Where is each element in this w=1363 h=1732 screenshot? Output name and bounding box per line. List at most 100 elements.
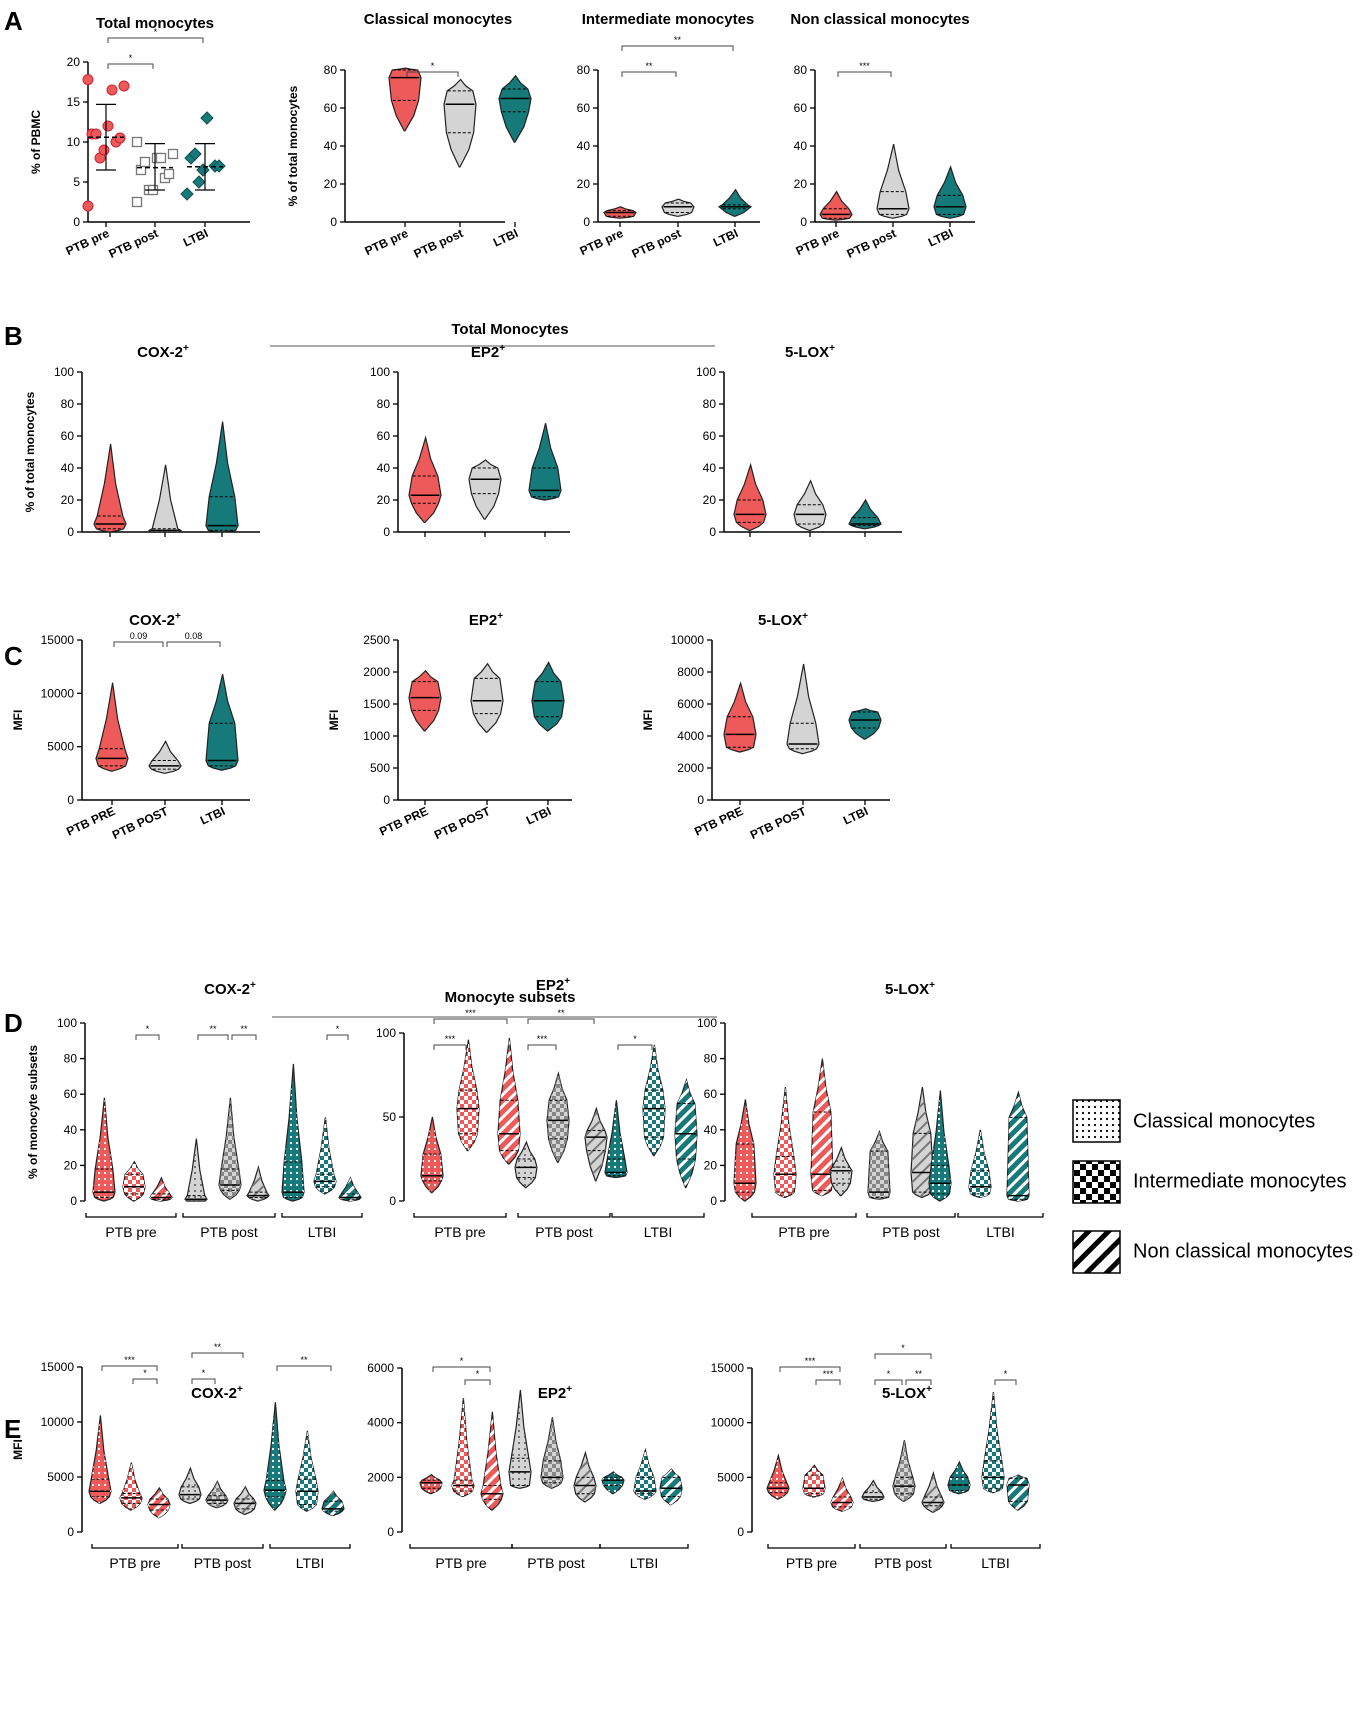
significance-bracket	[621, 45, 734, 51]
y-axis-label: MFI	[11, 1439, 25, 1460]
y-tick-label: 20	[324, 177, 338, 191]
significance-label: *	[633, 1034, 637, 1044]
chart-title-superscript: +	[250, 980, 256, 991]
group-label: LTBI	[644, 1224, 673, 1240]
chart-title: Classical monocytes	[364, 11, 512, 28]
y-tick-label: 100	[57, 1016, 77, 1030]
y-tick-label: 20	[67, 55, 81, 69]
chart-title: EP2+	[469, 611, 503, 629]
chart-title-superscript: +	[237, 1384, 243, 1395]
group-label: LTBI	[296, 1555, 325, 1571]
violin	[528, 423, 562, 501]
significance-label: ***	[445, 1034, 456, 1044]
group-bracket	[511, 1544, 601, 1549]
significance-label: **	[557, 1008, 565, 1018]
violin	[388, 67, 422, 132]
panel-label-a: A	[4, 6, 23, 36]
significance-label: **	[645, 61, 653, 71]
group-label: PTB post	[874, 1555, 932, 1571]
group-bracket	[409, 1544, 513, 1549]
data-point	[155, 152, 167, 164]
y-tick-label: 2000	[367, 1470, 394, 1484]
y-tick-label: 60	[704, 1087, 718, 1101]
y-tick-label: 20	[577, 177, 591, 191]
y-tick-label: 15000	[41, 633, 75, 647]
chart-title: 5-LOX+	[882, 1384, 932, 1402]
violin-pattern	[948, 1462, 970, 1494]
x-tick-label: LTBI	[524, 804, 553, 828]
legend-item-nonclassical: Non classical monocytes	[1072, 1230, 1353, 1274]
group-bracket	[91, 1544, 179, 1549]
y-tick-label: 20	[64, 1158, 78, 1172]
chart-a3: Intermediate monocytes 0 20 40 60 80 PTB pre PT…	[577, 11, 760, 261]
significance-label: **	[209, 1024, 217, 1034]
y-tick-label: 20	[794, 177, 808, 191]
y-tick-label: 60	[64, 1087, 78, 1101]
y-tick-label: 40	[377, 461, 391, 475]
violin-pattern	[234, 1486, 256, 1515]
violin-pattern	[922, 1473, 944, 1513]
legend: Classical monocytes Intermediate monocyt…	[1072, 1099, 1353, 1274]
significance-bracket	[905, 1379, 932, 1385]
significance-label: **	[214, 1342, 222, 1352]
group-label: PTB pre	[786, 1555, 838, 1571]
violin	[531, 661, 565, 732]
chart-title-superscript: +	[802, 611, 808, 622]
significance-bracket	[432, 1366, 491, 1372]
x-tick-label: PTB pre	[578, 226, 626, 258]
y-tick-label: 80	[61, 397, 75, 411]
y-tick-label: 0	[389, 1194, 396, 1208]
violin-pattern	[150, 1177, 172, 1201]
data-point	[196, 163, 210, 177]
significance-bracket	[527, 1018, 595, 1024]
violin-pattern	[314, 1117, 336, 1194]
violin	[205, 673, 239, 771]
data-point	[139, 156, 151, 168]
group-bracket	[85, 1213, 177, 1218]
y-axis-label: % of total monocytes	[286, 85, 300, 206]
group-label: LTBI	[986, 1224, 1015, 1240]
legend-label-intermediate: Intermediate monocytes	[1133, 1170, 1346, 1192]
significance-label: ***	[465, 1008, 476, 1018]
violin	[205, 421, 239, 533]
y-tick-label: 60	[377, 429, 391, 443]
group-bracket	[269, 1544, 351, 1549]
y-tick-label: 40	[703, 461, 717, 475]
y-tick-label: 40	[794, 139, 808, 153]
significance-bracket	[107, 63, 154, 69]
group-bracket	[281, 1213, 363, 1218]
violin-pattern	[206, 1481, 228, 1508]
chart-title-superscript: +	[926, 1384, 932, 1395]
significance-label: ***	[537, 1034, 548, 1044]
significance-bracket	[113, 641, 164, 647]
violin-pattern	[585, 1108, 607, 1181]
chart-title: COX-2+	[191, 1384, 243, 1402]
group-label: PTB post	[882, 1224, 940, 1240]
panel-label-e: E	[4, 1414, 21, 1444]
violin-pattern	[660, 1469, 682, 1505]
violin	[443, 78, 477, 168]
y-tick-label: 80	[703, 397, 717, 411]
panel-label-c: C	[4, 641, 23, 671]
violin-pattern	[911, 1087, 933, 1198]
significance-bracket	[197, 1034, 229, 1040]
legend-swatch-classical	[1072, 1099, 1121, 1143]
significance-bracket	[107, 37, 204, 43]
y-tick-label: 2500	[363, 633, 390, 647]
violin-pattern	[1007, 1475, 1029, 1511]
y-tick-label: 6000	[677, 697, 704, 711]
violin-pattern	[452, 1398, 474, 1497]
group-bracket	[611, 1213, 705, 1218]
violin-pattern	[643, 1044, 665, 1156]
y-tick-label: 20	[703, 493, 717, 507]
violin	[470, 662, 504, 733]
chart-title-superscript: +	[175, 611, 181, 622]
chart-title: Intermediate monocytes	[582, 11, 755, 28]
y-tick-label: 40	[64, 1123, 78, 1137]
group-label: PTB post	[194, 1555, 252, 1571]
x-tick-label: PTB post	[845, 226, 899, 261]
chart-title-superscript: +	[497, 611, 503, 622]
significance-label: ***	[823, 1369, 834, 1379]
